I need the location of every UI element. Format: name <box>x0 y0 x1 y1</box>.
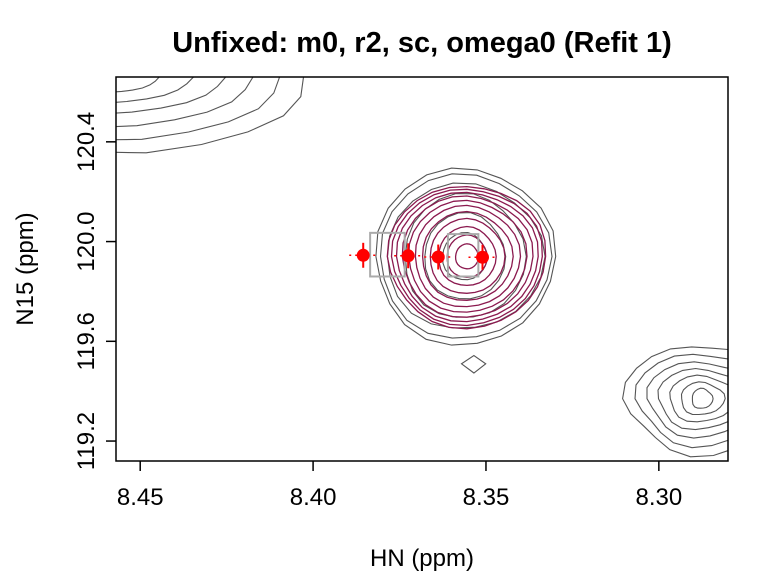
y-axis: 119.2 119.6 120.0 120.4 <box>73 112 116 470</box>
fitted-contour <box>454 243 480 270</box>
observed-contour <box>116 77 195 103</box>
plot-frame <box>115 76 729 462</box>
x-tick-label: 8.35 <box>463 484 510 511</box>
fitted-contour <box>421 210 514 301</box>
peak-point <box>401 249 415 263</box>
observed-contour <box>634 353 728 449</box>
y-tick-label: 120.0 <box>73 212 100 272</box>
x-tick-label: 8.45 <box>117 484 164 511</box>
observed-contour <box>680 381 726 416</box>
peak-point <box>356 248 370 262</box>
y-tick-label: 119.6 <box>73 312 100 370</box>
fitted-contour <box>390 188 543 327</box>
observed-contour <box>116 77 254 128</box>
x-tick-label: 8.30 <box>635 484 682 511</box>
y-tick-label: 120.4 <box>73 112 100 172</box>
chart-title: Unfixed: m0, r2, sc, omega0 (Refit 1) <box>172 27 672 59</box>
observed-contour <box>116 77 160 93</box>
y-axis-label: N15 (ppm) <box>12 212 39 325</box>
x-axis: 8.45 8.40 8.35 8.30 <box>117 461 682 511</box>
peak-point <box>476 250 490 264</box>
peak-box <box>446 233 480 278</box>
observed-contour <box>116 77 281 141</box>
observed-contour <box>116 77 305 154</box>
observed-contour <box>460 354 487 374</box>
observed-contour <box>669 374 728 423</box>
fitted-contour <box>386 185 547 330</box>
observed-contour <box>379 173 553 339</box>
observed-contour <box>657 367 728 431</box>
peak-point <box>431 250 445 264</box>
observed-contour <box>691 387 714 409</box>
observed-contour <box>375 167 557 346</box>
peak-layer <box>349 231 497 278</box>
fitted-contour <box>395 191 539 323</box>
x-axis-label: HN (ppm) <box>370 545 474 572</box>
observed-contour <box>622 346 728 458</box>
observed-contour <box>646 361 728 439</box>
fitted-contour <box>414 204 522 308</box>
observed-contour <box>116 77 227 114</box>
y-tick-label: 119.2 <box>73 412 100 470</box>
x-tick-label: 8.40 <box>290 484 337 511</box>
